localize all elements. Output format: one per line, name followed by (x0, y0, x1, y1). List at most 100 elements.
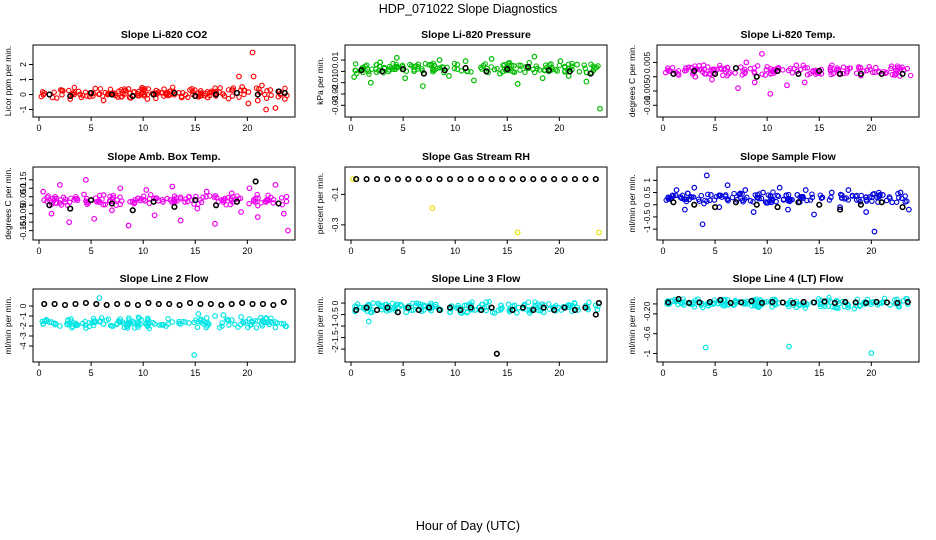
data-point (122, 91, 128, 97)
data-point (748, 297, 755, 304)
data-point (827, 66, 833, 72)
data-point (269, 320, 275, 326)
data-point (212, 313, 218, 319)
data-point (837, 70, 844, 77)
data-point (902, 199, 908, 205)
data-point (703, 172, 710, 179)
data-point (702, 344, 709, 351)
y-tick-label: -0.5 (330, 307, 340, 322)
data-point (755, 304, 762, 311)
data-point (415, 66, 421, 72)
plot-frame (32, 166, 296, 241)
data-point (145, 86, 152, 92)
data-point (817, 303, 824, 310)
data-point (203, 319, 209, 326)
data-point (514, 310, 520, 316)
data-point (727, 299, 734, 306)
data-point (91, 319, 97, 326)
data-point (283, 198, 290, 205)
y-tick-label: -3 (18, 332, 28, 340)
data-point (103, 317, 110, 324)
data-point (540, 304, 547, 311)
chart-title: Slope Gas Stream RH (422, 151, 530, 163)
data-point (753, 73, 760, 80)
data-point (194, 324, 201, 331)
data-point (219, 320, 225, 326)
data-point (165, 315, 171, 322)
page-title: HDP_071022 Slope Diagnostics (378, 2, 558, 16)
data-point (774, 65, 781, 72)
data-point (367, 79, 374, 86)
data-point (545, 67, 552, 74)
series-mean (41, 299, 287, 309)
data-point (883, 299, 890, 306)
data-point (845, 302, 852, 309)
data-point (238, 314, 244, 320)
y-tick-label: 1 (18, 77, 28, 82)
data-point (432, 303, 438, 310)
data-point (863, 299, 870, 306)
data-point (717, 299, 724, 306)
data-point (791, 65, 797, 72)
data-point (857, 198, 863, 205)
data-point (394, 309, 401, 316)
data-point (458, 68, 465, 74)
data-point (192, 317, 199, 323)
x-tick-label: 10 (138, 123, 148, 133)
data-point (542, 62, 549, 68)
data-point (54, 95, 60, 101)
chart-panel-4: Slope Amb. Box Temp. 0 5 10 15 20 -0.15-0.1-0.… (3, 151, 296, 256)
data-point (129, 318, 136, 324)
y-tick-label: -0.3 (330, 217, 340, 232)
data-point (698, 192, 705, 199)
data-point (38, 93, 45, 100)
data-point (874, 302, 881, 308)
data-point (801, 79, 808, 86)
data-point (189, 86, 195, 92)
data-point (267, 318, 274, 325)
data-point (494, 65, 500, 72)
data-point (147, 191, 154, 198)
series-mean-overlay (358, 63, 594, 77)
data-point (353, 176, 360, 183)
data-point (373, 69, 380, 76)
data-point (522, 69, 528, 76)
data-point (46, 202, 53, 209)
y-axis-label: kPa per min. (315, 57, 325, 105)
data-point (86, 323, 93, 330)
data-point (821, 298, 828, 305)
data-point (246, 200, 252, 207)
data-point (857, 70, 864, 77)
x-tick-label: 10 (450, 123, 460, 133)
series-mean-overlay (670, 199, 906, 213)
data-point (525, 299, 532, 306)
data-point (793, 304, 800, 311)
data-point (415, 306, 422, 313)
data-point (735, 85, 741, 92)
data-point (747, 65, 754, 72)
x-tick-label: 15 (190, 246, 200, 256)
data-point (64, 202, 71, 208)
data-point (732, 65, 739, 72)
data-point (51, 89, 57, 95)
data-point (117, 185, 124, 192)
data-point (172, 198, 178, 204)
data-point (436, 57, 443, 63)
data-point (555, 304, 561, 311)
data-point (582, 304, 589, 311)
data-point (67, 205, 74, 212)
data-point (759, 71, 765, 77)
data-point (462, 58, 469, 65)
data-point (692, 297, 698, 303)
data-point (691, 67, 698, 74)
chart-title: Slope Sample Flow (740, 151, 837, 163)
data-point (411, 68, 417, 75)
data-point (68, 318, 75, 324)
y-tick-label: -1 (18, 105, 28, 113)
plot-frame (344, 44, 608, 118)
data-point (863, 194, 869, 201)
data-point (97, 86, 104, 92)
y-tick-label: -4 (18, 342, 28, 350)
data-point (249, 319, 256, 326)
data-point (776, 184, 783, 191)
